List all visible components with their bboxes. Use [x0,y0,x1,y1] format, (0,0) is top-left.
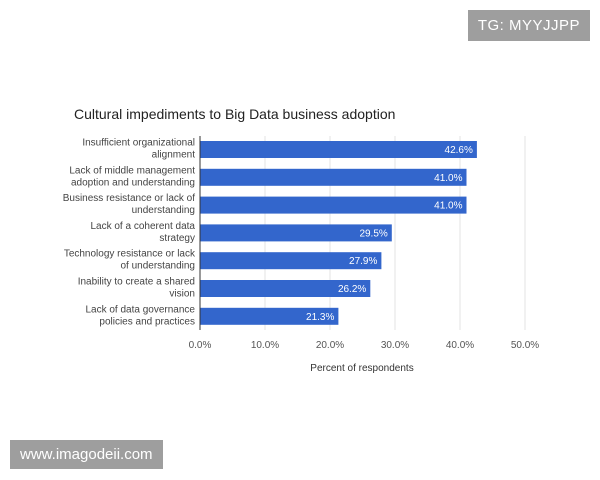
bar [200,224,392,242]
category-label: Technology resistance or lack [64,249,196,260]
bar-value-label: 27.9% [349,256,377,267]
category-label: adoption and understanding [71,177,195,188]
bar-value-label: 41.0% [434,173,462,184]
category-label: Lack of a coherent data [90,221,195,232]
category-label: of understanding [120,261,195,272]
grid-lines [264,136,526,330]
category-label: strategy [159,233,195,244]
category-label: Business resistance or lack of [63,193,196,204]
category-label: alignment [152,150,196,161]
x-tick-label: 20.0% [316,340,344,351]
bars: 42.6% 41.0% 41.0% 29.5% 27.9% 26.2% 21.3% [200,141,477,325]
category-label: Inability to create a shared [78,277,195,288]
bar [200,141,477,158]
bar-value-label: 29.5% [359,228,387,239]
bar-value-label: 26.2% [338,284,366,295]
category-label: Lack of middle management [69,165,195,176]
category-label: vision [169,289,195,300]
chart-title: Cultural impediments to Big Data busines… [74,106,395,122]
x-tick-label: 0.0% [189,340,212,351]
bar [200,252,382,270]
x-axis-ticks: 0.0% 10.0% 20.0% 30.0% 40.0% 50.0% [189,340,540,351]
x-tick-label: 50.0% [511,340,539,351]
bar [200,168,467,186]
bar-value-label: 41.0% [434,201,462,212]
x-tick-label: 30.0% [381,340,409,351]
category-label: policies and practices [99,316,195,327]
bar-value-label: 42.6% [445,145,473,156]
bar-value-label: 21.3% [306,312,334,323]
bar [200,280,371,297]
x-tick-label: 40.0% [446,340,474,351]
x-axis-title: Percent of respondents [310,363,413,374]
category-label: Insufficient organizational [82,138,195,149]
watermark-bottom: www.imagodeii.com [10,440,163,469]
bar [200,307,339,325]
watermark-top: TG: MYYJJPP [467,10,590,41]
category-label: Lack of data governance [85,304,195,315]
bar [200,196,467,214]
x-tick-label: 10.0% [251,340,279,351]
category-label: understanding [132,205,195,216]
